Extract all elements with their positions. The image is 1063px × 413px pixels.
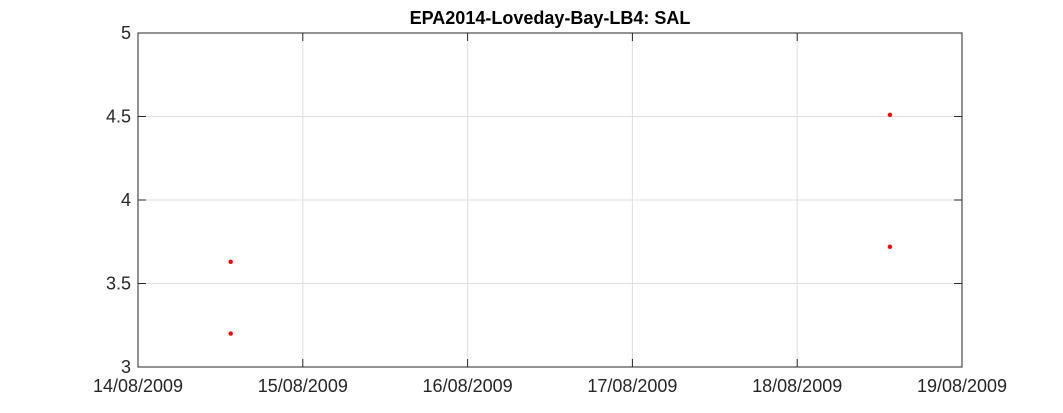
- x-tick-label: 14/08/2009: [93, 376, 183, 396]
- tick-labels: 14/08/2009 15/08/2009 16/08/2009 17/08/2009…: [93, 23, 1007, 396]
- y-tick-label: 5: [121, 23, 131, 43]
- data-point: [887, 112, 893, 118]
- chart-title: EPA2014-Loveday-Bay-LB4: SAL: [410, 8, 691, 28]
- x-tick-label: 15/08/2009: [258, 376, 348, 396]
- x-tick-label: 16/08/2009: [423, 376, 513, 396]
- data-points: [228, 112, 893, 336]
- y-tick-label: 4.5: [106, 107, 131, 127]
- data-point: [228, 259, 233, 264]
- x-tick-label: 19/08/2009: [917, 376, 1007, 396]
- x-tick-label: 18/08/2009: [752, 376, 842, 396]
- x-tick-label: 17/08/2009: [587, 376, 677, 396]
- axis-ticks: [137, 32, 963, 368]
- y-tick-label: 4: [121, 190, 131, 210]
- y-tick-label: 3: [121, 357, 131, 377]
- data-point: [887, 244, 893, 249]
- data-point: [228, 331, 233, 336]
- y-tick-label: 3.5: [106, 274, 131, 294]
